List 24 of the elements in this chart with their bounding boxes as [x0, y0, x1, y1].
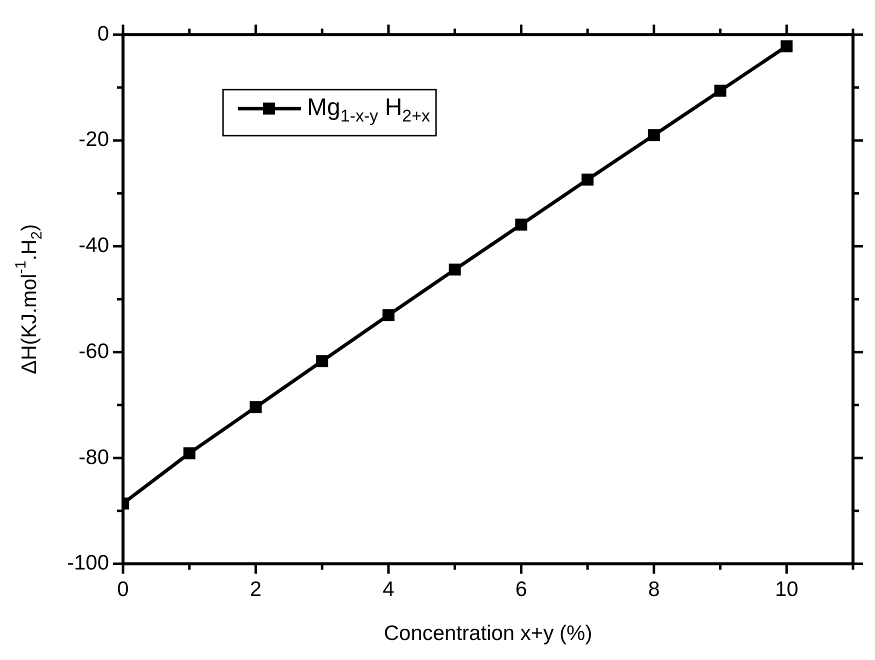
x-tick-label: 2: [250, 578, 262, 602]
x-tick-label: 6: [515, 578, 528, 602]
point: [714, 84, 726, 97]
point: [316, 355, 328, 368]
point: [448, 264, 461, 276]
y-tick-label: -80: [78, 446, 110, 469]
y-tick-label: -40: [78, 234, 110, 258]
y-tick-label: -60: [78, 340, 110, 363]
y-tick-label: -100: [67, 552, 110, 575]
y-tick-label: -20: [78, 128, 110, 152]
x-tick-label: 0: [117, 578, 129, 602]
point: [183, 447, 196, 460]
point: [250, 401, 262, 414]
point: [780, 40, 793, 52]
x-tick-label: 4: [382, 578, 395, 602]
point: [515, 218, 528, 231]
x-axis-title: Concentration x+y (%): [384, 622, 592, 645]
y-tick-label: 0: [97, 22, 110, 46]
point: [382, 309, 394, 322]
x-tick-label: 8: [648, 578, 660, 602]
x-tick-label: 10: [774, 578, 798, 602]
y-axis-title: ΔH(KJ.mol-1.H2): [12, 224, 46, 374]
point: [648, 129, 660, 142]
point: [582, 174, 594, 186]
